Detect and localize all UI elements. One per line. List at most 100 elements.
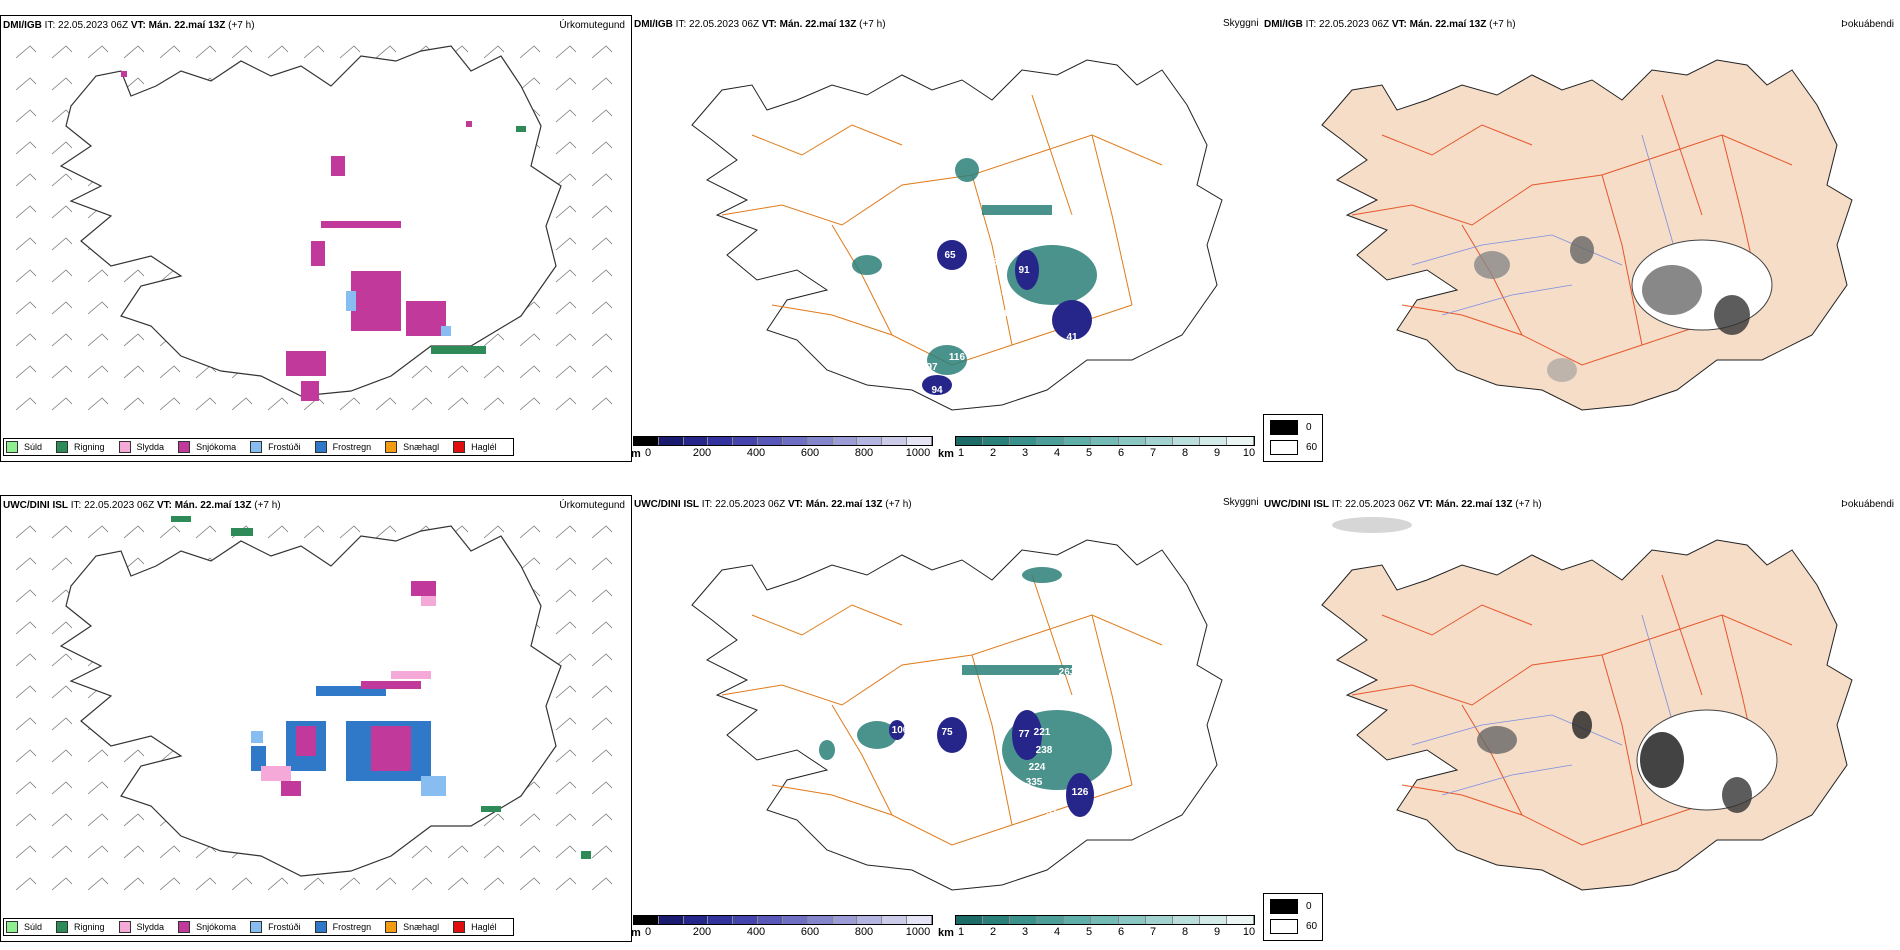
visibility-value-label: 77 [1018,729,1030,740]
wind-barb [267,877,289,891]
wind-barb [51,781,73,795]
wind-barb [123,365,145,379]
colorbar-cell [1091,437,1119,445]
wind-barb [15,237,37,251]
wind-barb [195,45,217,59]
colorbar-cell [634,916,659,924]
fog-key-label: 60 [1306,442,1318,453]
fog-key: 0 60 [1263,893,1323,941]
visibility-colorbar: 1 2 3 4 5 6 7 8 9 10 [955,915,1255,943]
wind-barb [15,717,37,731]
wind-barb [87,45,109,59]
iceland-map-precip [15,516,613,891]
colorbar-cell [658,437,684,445]
colorbar-cell [708,916,734,924]
wind-barb [51,749,73,763]
wind-barb [591,589,613,603]
colorbar-tick-label: 800 [854,926,874,938]
colorbar-cell [758,916,783,924]
wind-barb [15,333,37,347]
wind-barb [15,589,37,603]
wind-barb [555,141,577,155]
visibility-value-label: 30 [1001,287,1013,298]
legend-label: Frostúði [268,442,301,452]
iceland-map-fog [1321,517,1853,891]
colorbar-cell [708,437,734,445]
legend-swatch [6,921,18,933]
fog-key-item: 0 [1270,899,1322,914]
legend-item: Frostúði [250,921,301,933]
wind-barb [195,525,217,539]
wind-barb [447,877,469,891]
visibility-value-label: 75 [941,727,953,738]
wind-barb [375,525,397,539]
fog-key-label: 60 [1306,921,1318,932]
wind-barb [555,525,577,539]
panel-title: Úrkomutegund [559,20,625,31]
colorbar-cell [857,916,883,924]
visibility-value-label: 335 [1026,777,1043,788]
wind-barb [591,301,613,315]
legend-item: Frostúði [250,441,301,453]
wind-barb [591,333,613,347]
wind-barb [159,525,181,539]
wind-barb [15,557,37,571]
precip-type-map-bottom: UWC/DINI ISL IT: 22.05.2023 06Z VT: Mán.… [0,495,632,942]
visibility-value-label: 45 [986,257,998,268]
fog-map-bottom: UWC/DINI ISL IT: 22.05.2023 06Z VT: Mán.… [1262,495,1900,942]
colorbar-cell [658,916,684,924]
wind-barb [555,845,577,859]
precip-type-map-top: DMI/IGB IT: 22.05.2023 06Z VT: Mán. 22.m… [0,15,632,462]
visibility-value-label: 62 [1034,307,1046,318]
wind-barb [15,269,37,283]
wind-barb [51,813,73,827]
wind-barb [555,557,577,571]
wind-barb [15,397,37,411]
wind-barb [555,205,577,219]
wind-barb [267,525,289,539]
legend-item: Snjókoma [178,921,236,933]
wind-barb [519,333,541,347]
wind-barb [123,557,145,571]
colorbar-cell [1199,437,1227,445]
wind-barb [591,365,613,379]
colorbar-cell [807,437,833,445]
wind-barb [519,845,541,859]
wind-barb [591,749,613,763]
wind-barb [447,397,469,411]
iceland-map-fog [1321,59,1853,411]
colorbar-cell [1226,916,1255,924]
wind-barb [591,45,613,59]
visibility-map-top: DMI/IGB IT: 22.05.2023 06Z VT: Mán. 22.m… [632,15,1266,462]
wind-barb [15,109,37,123]
wind-barb [15,141,37,155]
legend-item: Súld [6,441,42,453]
fog-key: 0 60 [1263,414,1323,462]
wind-barb [51,77,73,91]
wind-barb [591,525,613,539]
wind-barb [195,397,217,411]
wind-barb [51,525,73,539]
wind-barb [591,173,613,187]
colorbar-tick-label: 4 [1053,447,1061,459]
colorbar-cell [1145,916,1173,924]
legend-item: Súld [6,921,42,933]
colorbar-cell [683,916,709,924]
wind-barb [51,717,73,731]
wind-barb [15,749,37,763]
colorbar-tick-label: 1 [957,447,965,459]
wind-barb [51,45,73,59]
map-header: DMI/IGB IT: 22.05.2023 06Z VT: Mán. 22.m… [3,20,255,31]
wind-barb [87,877,109,891]
colorbar-tick-label: 200 [692,926,712,938]
wind-barb [51,557,73,571]
wind-barb [591,557,613,571]
wind-barb [411,877,433,891]
colorbar-cell [1010,437,1038,445]
colorbar-tick-label: 0 [644,447,652,459]
wind-barb [591,77,613,91]
visibility-unit: km [938,927,954,939]
colorbar-cell [683,437,709,445]
wind-barb [519,557,541,571]
